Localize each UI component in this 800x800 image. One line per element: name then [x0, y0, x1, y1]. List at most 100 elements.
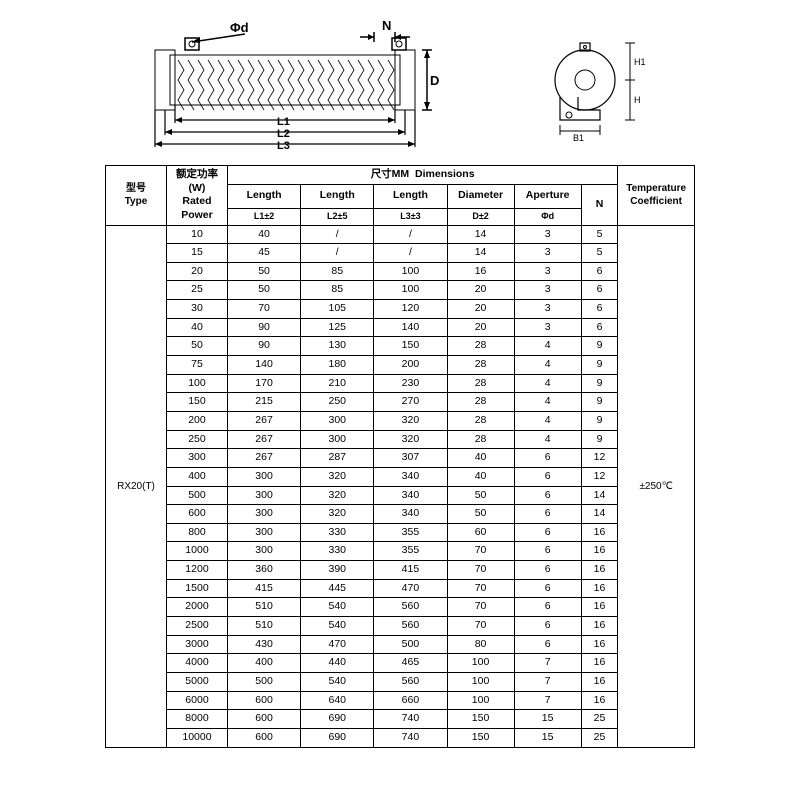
cell: 50 [447, 486, 514, 505]
cell: 140 [374, 318, 447, 337]
table-row: 80006006907401501525 [106, 710, 695, 729]
cell: 9 [581, 430, 618, 449]
cell: 16 [581, 542, 618, 561]
cell: 28 [447, 337, 514, 356]
col-l2-tol: L2±5 [301, 208, 374, 225]
dimensions-table-wrap: 型号 Type 额定功率 (W) Rated Power 尺寸MM Dimens… [105, 165, 695, 748]
cell: 9 [581, 374, 618, 393]
cell: 6 [514, 505, 581, 524]
cell: 340 [374, 505, 447, 524]
cell: 85 [301, 262, 374, 281]
cell: 15 [514, 728, 581, 747]
cell: / [374, 225, 447, 244]
cell: 6 [514, 635, 581, 654]
resistor-diagram-svg: Φd N D L1 [100, 10, 700, 160]
cell: 3 [514, 262, 581, 281]
cell: 70 [227, 300, 300, 319]
cell: 6 [581, 300, 618, 319]
cell: 6 [514, 617, 581, 636]
cell: 9 [581, 356, 618, 375]
cell: 320 [301, 486, 374, 505]
col-aperture: Aperture [514, 184, 581, 208]
table-row: 2050851001636 [106, 262, 695, 281]
cell: 210 [301, 374, 374, 393]
cell: 100 [374, 281, 447, 300]
cell: 6000 [166, 691, 227, 710]
cell: 215 [227, 393, 300, 412]
table-row: 300043047050080616 [106, 635, 695, 654]
col-l3-tol: L3±3 [374, 208, 447, 225]
cell: 28 [447, 356, 514, 375]
h1-label: H1 [634, 57, 646, 67]
cell: 3 [514, 300, 581, 319]
cell: 390 [301, 561, 374, 580]
cell: 320 [374, 411, 447, 430]
cell: 16 [581, 523, 618, 542]
cell: 340 [374, 486, 447, 505]
cell: 415 [374, 561, 447, 580]
col-length2: Length [301, 184, 374, 208]
cell: 20 [447, 281, 514, 300]
cell: 150 [166, 393, 227, 412]
cell: 6 [514, 561, 581, 580]
cell: 70 [447, 598, 514, 617]
l1-label: L1 [277, 116, 290, 128]
cell: 85 [301, 281, 374, 300]
cell: 140 [227, 356, 300, 375]
cell: 6 [514, 467, 581, 486]
cell: 440 [301, 654, 374, 673]
cell: 4 [514, 411, 581, 430]
table-row: 50030032034050614 [106, 486, 695, 505]
cell: 465 [374, 654, 447, 673]
cell: 130 [301, 337, 374, 356]
cell: 40 [166, 318, 227, 337]
cell: 20 [447, 300, 514, 319]
b1-label: B1 [573, 133, 584, 143]
cell: 300 [227, 505, 300, 524]
cell: 560 [374, 672, 447, 691]
cell: 540 [301, 672, 374, 691]
cell: 75 [166, 356, 227, 375]
cell: 740 [374, 728, 447, 747]
table-row: 2002673003202849 [106, 411, 695, 430]
cell: 90 [227, 337, 300, 356]
cell: / [301, 244, 374, 263]
cell: 100 [447, 672, 514, 691]
l2-label: L2 [277, 128, 290, 140]
cell: 355 [374, 523, 447, 542]
type-header: 型号 Type [106, 166, 167, 226]
table-row: 751401802002849 [106, 356, 695, 375]
dimensions-table: 型号 Type 额定功率 (W) Rated Power 尺寸MM Dimens… [105, 165, 695, 748]
l3-label: L3 [277, 140, 290, 152]
cell: 16 [581, 672, 618, 691]
cell: 6 [514, 579, 581, 598]
cell: 6 [581, 318, 618, 337]
cell: 4 [514, 337, 581, 356]
cell: 20 [166, 262, 227, 281]
phi-d-label: Φd [230, 20, 249, 35]
cell: 16 [581, 598, 618, 617]
cell: 5 [581, 225, 618, 244]
cell: 6 [514, 523, 581, 542]
cell: 14 [581, 486, 618, 505]
cell: 50 [227, 281, 300, 300]
cell: 267 [227, 449, 300, 468]
cell: 50 [447, 505, 514, 524]
cell: 1000 [166, 542, 227, 561]
cell: 12 [581, 467, 618, 486]
cell: 600 [166, 505, 227, 524]
table-row: 1502152502702849 [106, 393, 695, 412]
cell: 8000 [166, 710, 227, 729]
cell: 70 [447, 617, 514, 636]
cell: 330 [301, 523, 374, 542]
cell: 600 [227, 691, 300, 710]
cell: 14 [447, 225, 514, 244]
cell: 100 [447, 654, 514, 673]
cell: 7 [514, 691, 581, 710]
temp-value: ±250℃ [618, 225, 695, 747]
cell: 16 [447, 262, 514, 281]
cell: 100 [374, 262, 447, 281]
cell: 170 [227, 374, 300, 393]
cell: 200 [374, 356, 447, 375]
cell: 267 [227, 430, 300, 449]
